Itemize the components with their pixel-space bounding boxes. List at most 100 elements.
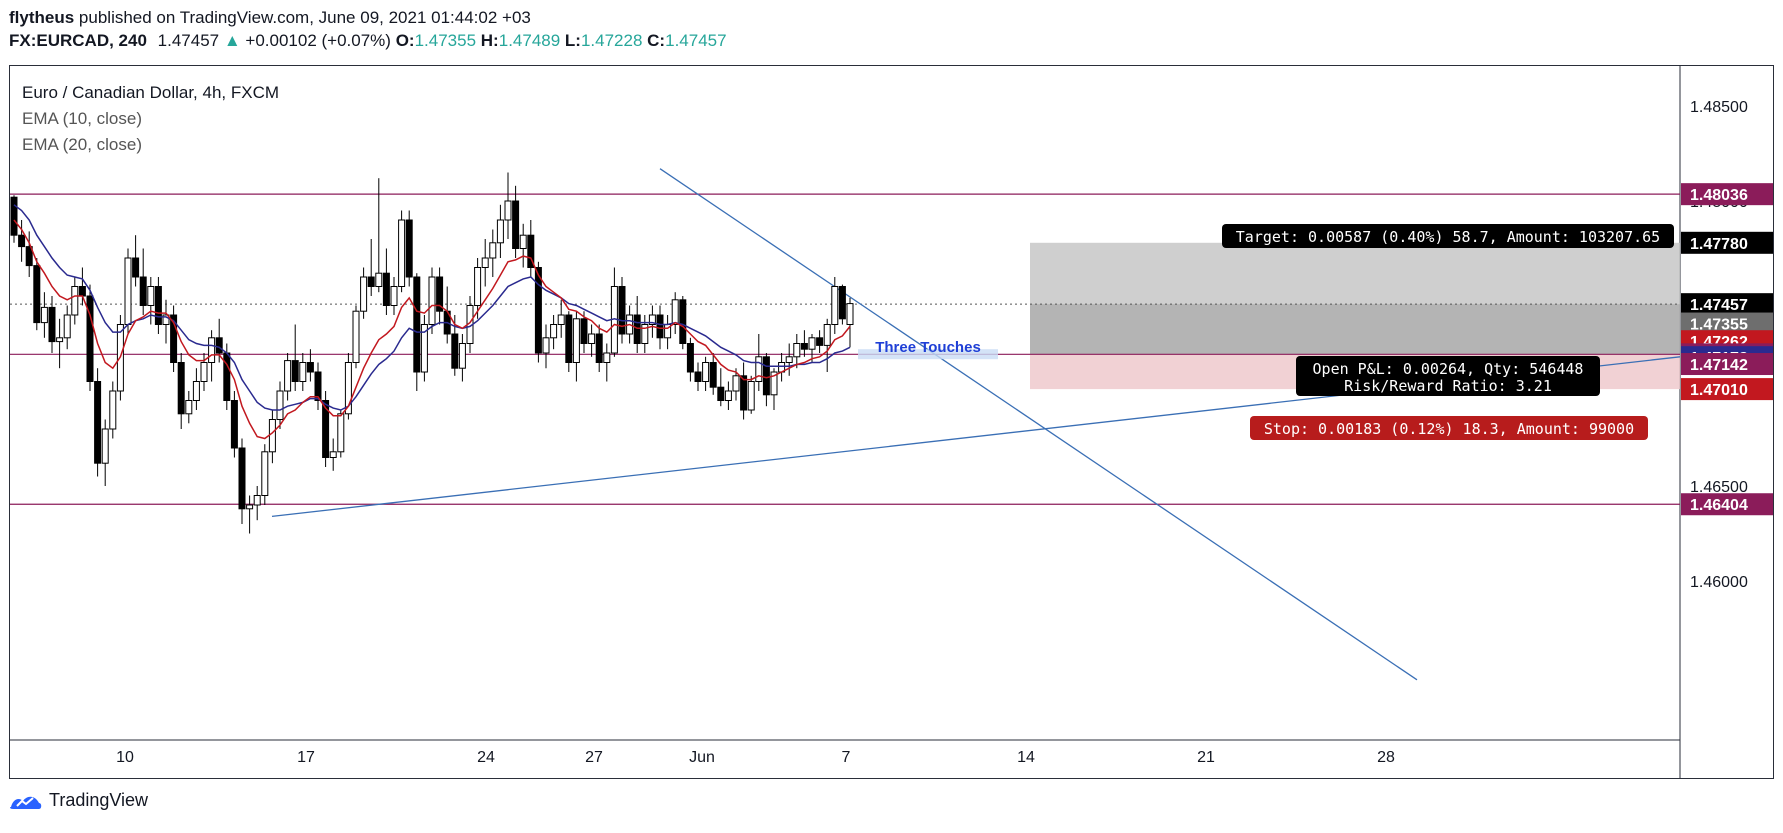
candle-body[interactable] [694, 371, 702, 382]
candle-body[interactable] [550, 324, 558, 339]
target-label-box[interactable] [1222, 224, 1674, 248]
candle-body[interactable] [572, 318, 580, 363]
footer-brand[interactable]: TradingView [9, 790, 148, 811]
candle-body[interactable] [322, 400, 330, 458]
candle-body[interactable] [527, 234, 535, 268]
candle-body[interactable] [94, 381, 102, 464]
candle-body[interactable] [420, 324, 428, 373]
candle-body[interactable] [451, 333, 459, 369]
open-pnl-label-box[interactable] [1296, 356, 1600, 396]
legend-ema10[interactable]: EMA (10, close) [22, 109, 142, 128]
candle-body[interactable] [170, 314, 178, 363]
candle-body[interactable] [762, 356, 770, 396]
candle-body[interactable] [299, 362, 307, 382]
candle-body[interactable] [63, 314, 71, 339]
price-axis-label-box[interactable] [1681, 312, 1773, 335]
candle-body[interactable] [344, 362, 352, 415]
candle-body[interactable] [291, 360, 299, 383]
candle-body[interactable] [238, 447, 246, 510]
candle-body[interactable] [534, 267, 542, 354]
candle-body[interactable] [109, 390, 117, 430]
candle-body[interactable] [519, 234, 527, 249]
candle-body[interactable] [200, 362, 208, 382]
candle-body[interactable] [679, 299, 687, 344]
candle-body[interactable] [398, 219, 406, 287]
candle-body[interactable] [177, 362, 185, 415]
candle-body[interactable] [154, 286, 162, 325]
candle-body[interactable] [603, 352, 611, 363]
ema20-line[interactable] [13, 204, 851, 411]
candle-body[interactable] [580, 318, 588, 344]
candle-body[interactable] [33, 265, 41, 324]
candle-body[interactable] [124, 257, 132, 325]
candle-body[interactable] [40, 306, 48, 324]
candle-body[interactable] [390, 286, 398, 306]
price-axis-label-box[interactable] [1681, 353, 1773, 376]
publisher-name[interactable]: flytheus [9, 8, 75, 27]
candle-body[interactable] [162, 314, 170, 325]
candle-body[interactable] [314, 371, 322, 401]
candle-body[interactable] [360, 276, 368, 312]
candle-body[interactable] [831, 286, 839, 325]
price-axis-label-box[interactable] [1681, 493, 1773, 516]
legend-ema20[interactable]: EMA (20, close) [22, 135, 142, 154]
candle-body[interactable] [86, 295, 94, 382]
descending-trendline[interactable] [659, 168, 1418, 681]
ema10-line[interactable] [13, 219, 851, 440]
candle-body[interactable] [770, 371, 778, 396]
candle-body[interactable] [208, 337, 216, 363]
candle-body[interactable] [48, 306, 56, 343]
candle-body[interactable] [557, 314, 565, 325]
candle-body[interactable] [192, 381, 200, 401]
candle-body[interactable] [246, 504, 254, 510]
candle-body[interactable] [101, 428, 109, 464]
candle-body[interactable] [276, 390, 284, 420]
candle-body[interactable] [306, 362, 314, 373]
candle-body[interactable] [458, 343, 466, 369]
candle-body[interactable] [481, 257, 489, 268]
candle-body[interactable] [717, 386, 725, 402]
candle-body[interactable] [740, 375, 748, 411]
price-axis-label-box[interactable] [1681, 183, 1773, 206]
candle-body[interactable] [686, 343, 694, 373]
candle-body[interactable] [474, 267, 482, 306]
candle-body[interactable] [329, 451, 337, 458]
candle-body[interactable] [641, 324, 649, 344]
candle-body[interactable] [732, 375, 740, 392]
candle-body[interactable] [656, 314, 664, 339]
candle-body[interactable] [785, 356, 793, 363]
candle-body[interactable] [18, 234, 26, 248]
stop-label-box[interactable] [1250, 416, 1648, 440]
candle-body[interactable] [648, 314, 656, 325]
candle-body[interactable] [215, 337, 223, 354]
candle-body[interactable] [405, 219, 413, 278]
candle-body[interactable] [595, 333, 603, 363]
candle-body[interactable] [512, 200, 520, 249]
candle-body[interactable] [337, 413, 345, 453]
candle-body[interactable] [284, 360, 292, 392]
candle-body[interactable] [147, 286, 155, 306]
candle-body[interactable] [436, 276, 444, 312]
candle-body[interactable] [253, 495, 261, 506]
candle-body[interactable] [724, 390, 732, 401]
candle-body[interactable] [755, 356, 763, 382]
candle-body[interactable] [352, 310, 360, 364]
candle-body[interactable] [838, 286, 846, 320]
candle-body[interactable] [702, 362, 710, 382]
candle-body[interactable] [793, 343, 801, 358]
candle-body[interactable] [230, 400, 238, 449]
candle-body[interactable] [382, 272, 390, 307]
three-touches-box[interactable] [858, 349, 998, 360]
candle-body[interactable] [504, 200, 512, 221]
candle-body[interactable] [588, 333, 596, 344]
candle-body[interactable] [132, 257, 140, 278]
candle-body[interactable] [816, 337, 824, 346]
candle-body[interactable] [185, 400, 193, 415]
legend-title[interactable]: Euro / Canadian Dollar, 4h, FXCM [22, 83, 280, 102]
candle-body[interactable] [223, 352, 231, 401]
candle-body[interactable] [618, 286, 626, 335]
candle-body[interactable] [633, 314, 641, 344]
candle-body[interactable] [489, 242, 497, 259]
candle-body[interactable] [846, 303, 854, 326]
